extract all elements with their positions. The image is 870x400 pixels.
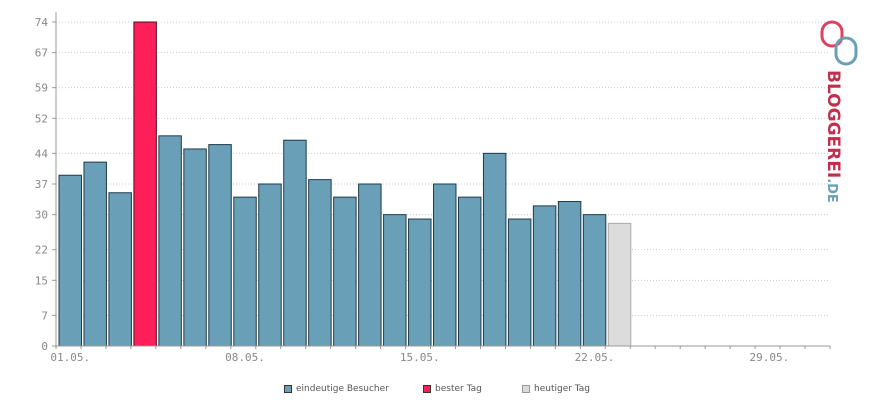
- x-tick-label: 15.05.: [400, 351, 440, 364]
- bar-visitors: [457, 196, 482, 347]
- bar-visitors: [358, 183, 382, 347]
- y-tick-label: 22: [35, 244, 48, 257]
- bar-visitors: [283, 139, 307, 347]
- chart-legend: eindeutige Besucher bester Tag heutiger …: [0, 384, 870, 398]
- y-tick-label: 37: [35, 178, 48, 191]
- x-tick-label: 29.05.: [749, 351, 789, 364]
- bar-visitors: [233, 196, 257, 347]
- y-tick-label: 52: [35, 112, 48, 125]
- legend-swatch-today: [522, 385, 530, 393]
- y-axis-ticks: 0 7 15 22 30 37 44 52 59 67 74: [35, 16, 56, 353]
- x-tick-label: 08.05.: [225, 351, 265, 364]
- y-tick-label: 15: [35, 274, 48, 287]
- y-tick-label: 74: [35, 16, 49, 29]
- svg-text:BLOGGEREI.DE: BLOGGEREI.DE: [823, 70, 843, 203]
- y-tick-label: 44: [35, 147, 49, 160]
- bar-visitors: [58, 174, 82, 347]
- bar-visitors: [482, 152, 507, 347]
- bar-visitors: [433, 183, 457, 347]
- bar-visitors: [507, 218, 532, 347]
- bloggerei-logo-icon: [820, 20, 858, 66]
- legend-swatch-visitors: [284, 385, 292, 393]
- bloggerei-logo: BLOGGEREI.DE: [816, 18, 868, 218]
- legend-item-today: heutiger Tag: [522, 384, 590, 394]
- bar-visitors: [308, 179, 332, 347]
- legend-item-best-day: bester Tag: [423, 384, 482, 394]
- bloggerei-logo-wordmark: BLOGGEREI.DE: [823, 70, 843, 203]
- bar-best-day: [133, 21, 157, 347]
- bars-group: [58, 21, 632, 347]
- logo-text-suffix: .DE: [824, 178, 839, 203]
- bar-visitors: [333, 196, 357, 347]
- visitor-bar-chart: 0 7 15 22 30 37 44 52 59 67 74 01.05. 08.05. 15.05. 2…: [35, 12, 831, 364]
- x-tick-label: 01.05.: [50, 351, 90, 364]
- legend-label-visitors: eindeutige Besucher: [296, 384, 389, 394]
- bar-today: [607, 222, 632, 347]
- logo-text-main: BLOGGEREI: [823, 70, 843, 178]
- bar-visitors: [208, 144, 232, 347]
- bar-visitors: [383, 214, 407, 347]
- bar-visitors: [557, 201, 582, 347]
- y-tick-label: 0: [41, 340, 48, 353]
- legend-swatch-best-day: [423, 385, 431, 393]
- legend-item-visitors: eindeutige Besucher: [284, 384, 389, 394]
- bar-visitors: [532, 205, 557, 347]
- x-axis-ticks: 01.05. 08.05. 15.05. 22.05. 29.05.: [50, 346, 831, 364]
- bar-visitors: [158, 135, 182, 347]
- legend-label-best-day: bester Tag: [435, 384, 482, 394]
- bar-visitors: [408, 218, 432, 347]
- y-tick-label: 67: [35, 47, 48, 60]
- x-tick-label: 22.05.: [575, 351, 615, 364]
- bar-visitors: [83, 161, 107, 347]
- bar-visitors: [258, 183, 282, 347]
- y-tick-label: 7: [41, 309, 48, 322]
- bar-visitors: [108, 192, 132, 347]
- bar-visitors: [582, 214, 607, 347]
- bar-visitors: [183, 148, 207, 347]
- y-tick-label: 30: [35, 209, 48, 222]
- y-tick-label: 59: [35, 82, 48, 95]
- legend-label-today: heutiger Tag: [534, 384, 591, 394]
